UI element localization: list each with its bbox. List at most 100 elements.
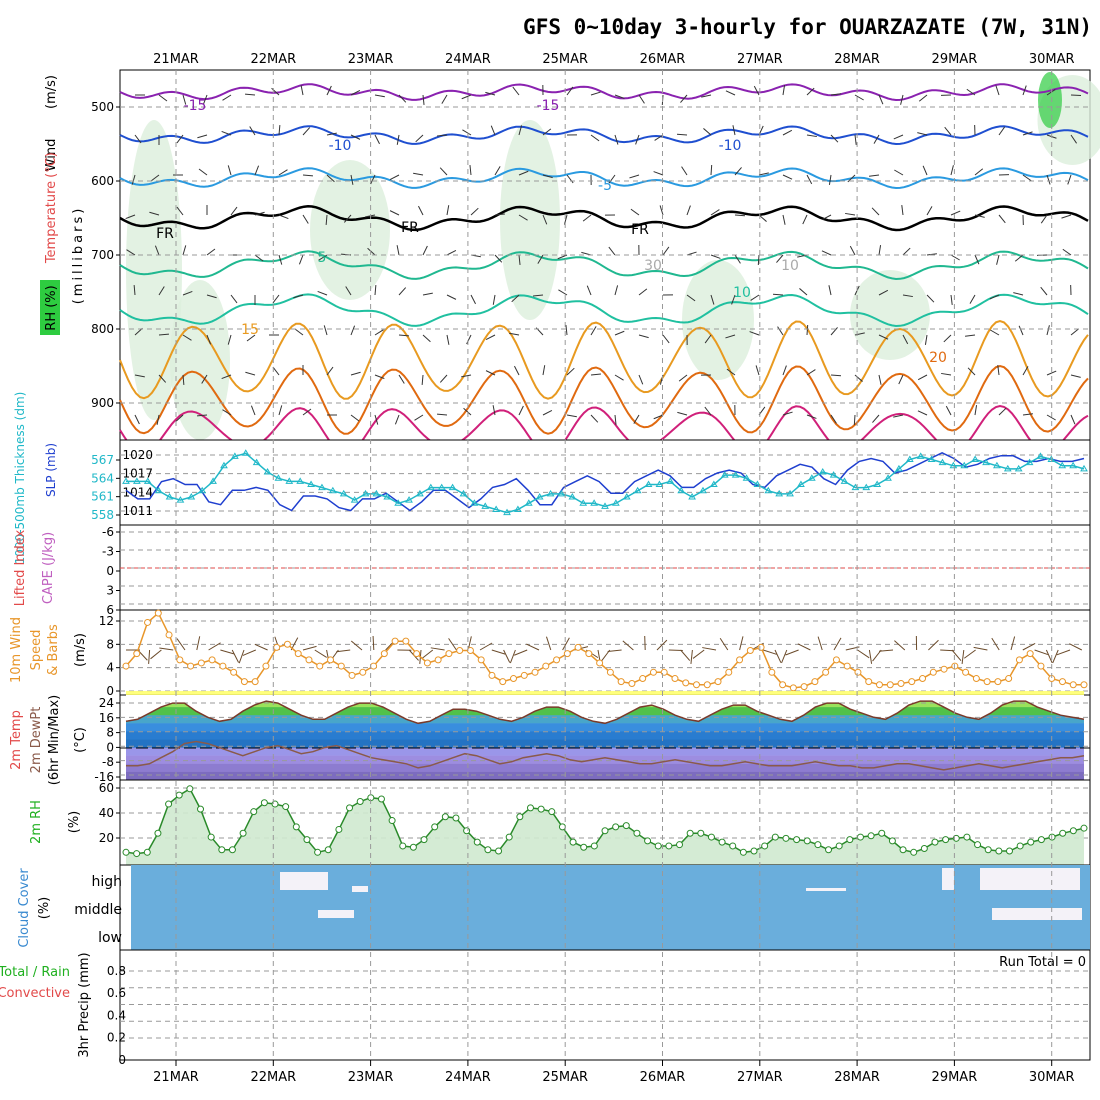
wind-barb [490, 125, 496, 136]
data-point [888, 837, 896, 845]
millibars-label: (millibars) [71, 206, 86, 305]
wind-barb [894, 640, 906, 651]
data-point [938, 458, 947, 466]
wind-barb [350, 640, 363, 651]
wind-barb [463, 407, 472, 416]
wind-barb [396, 245, 400, 256]
temperature-label: Temperature [44, 181, 59, 264]
data-point [370, 662, 378, 670]
rh-legend-swatch [40, 280, 60, 335]
data-point [1080, 681, 1088, 689]
date-label-top: 22MAR [250, 52, 296, 67]
wind-barb [231, 649, 240, 663]
wind-barb [758, 172, 769, 176]
y-tick-label: 60 [99, 781, 114, 795]
wind-barb [514, 649, 528, 656]
wind-unit-label-2: (m/s) [73, 633, 88, 667]
wind-barb [470, 207, 479, 216]
wind-barb [898, 374, 904, 385]
wind-barb [656, 639, 668, 651]
wind-speed-label: Speed [29, 630, 44, 671]
wind-barb [868, 649, 873, 664]
data-point [818, 468, 827, 475]
data-point [563, 650, 571, 658]
wind-barb [254, 254, 264, 262]
wind-barb [1022, 131, 1033, 136]
data-point [601, 502, 609, 509]
temp-unit-label: (°C) [73, 727, 88, 753]
wind-barb [254, 643, 268, 651]
wind-barb [394, 414, 400, 425]
data-point [916, 452, 925, 459]
data-point [1080, 824, 1088, 832]
data-point [380, 650, 388, 658]
wind-barb [806, 174, 813, 185]
wind-barb [638, 334, 649, 339]
wind-barb [785, 649, 799, 656]
contour-label: -10 [329, 138, 352, 154]
wind-barb [817, 636, 823, 651]
wind-barb [293, 294, 304, 299]
wind-barb [878, 334, 889, 340]
data-point [993, 461, 1001, 469]
wind-barb [542, 128, 552, 136]
wind-barb [176, 134, 184, 144]
slp-panel: 567 564 561 558 1020 1017 1014 1011 [91, 439, 1091, 526]
date-label-top: 28MAR [834, 52, 880, 67]
wind-barb [590, 134, 600, 142]
data-point [452, 814, 460, 822]
data-point [895, 464, 903, 472]
y-tick-label: 561 [91, 490, 114, 504]
y-tick-label: 20 [99, 831, 114, 845]
wind-barb [221, 374, 232, 380]
wind-barb [158, 333, 170, 336]
wind-barb [845, 212, 856, 216]
data-point [372, 489, 381, 497]
cloud-level-label: low [98, 930, 122, 946]
wind-barb [566, 86, 574, 96]
contour-freezing [119, 205, 1089, 232]
wind-barb [806, 87, 815, 96]
wind-barb [830, 134, 839, 143]
data-point [361, 489, 370, 497]
wind-barb [878, 289, 889, 296]
wind-barb [614, 330, 625, 336]
wind-barb [1069, 643, 1083, 651]
data-point [655, 480, 664, 487]
wind-barb [662, 334, 670, 344]
data-point [154, 486, 163, 494]
wind-barb [917, 132, 928, 136]
data-point [1025, 458, 1034, 466]
wind-barb [869, 174, 880, 177]
wind-barb [1022, 174, 1032, 182]
wind-barb [446, 334, 450, 345]
slp-series [125, 451, 1085, 512]
wind-barb [326, 174, 335, 183]
data-point [473, 838, 481, 846]
data-point [962, 668, 970, 676]
wind-barb [1070, 328, 1080, 336]
wind-barb [928, 639, 939, 651]
data-point [846, 836, 854, 844]
y-tick-label: 500 [91, 100, 114, 114]
data-point [514, 505, 522, 512]
wind-barb [374, 329, 384, 336]
data-point [542, 662, 550, 670]
y-tick-label: 800 [91, 322, 114, 336]
data-point [671, 675, 679, 683]
wind-barb [278, 254, 283, 265]
wind-barb [182, 374, 185, 386]
wind-barb [630, 208, 640, 216]
wind-barb [917, 374, 928, 381]
wind-barb [222, 409, 232, 416]
y-tick-label: -3 [102, 545, 114, 559]
wind-barb [542, 174, 553, 179]
data-point [779, 681, 787, 689]
data-point [356, 798, 364, 806]
wind-barb [680, 649, 691, 661]
data-point [1026, 650, 1034, 658]
wind-barb [222, 94, 232, 101]
data-point [220, 461, 228, 469]
wind-barb [950, 254, 960, 261]
temp2m-label: 2m Temp [9, 710, 24, 770]
